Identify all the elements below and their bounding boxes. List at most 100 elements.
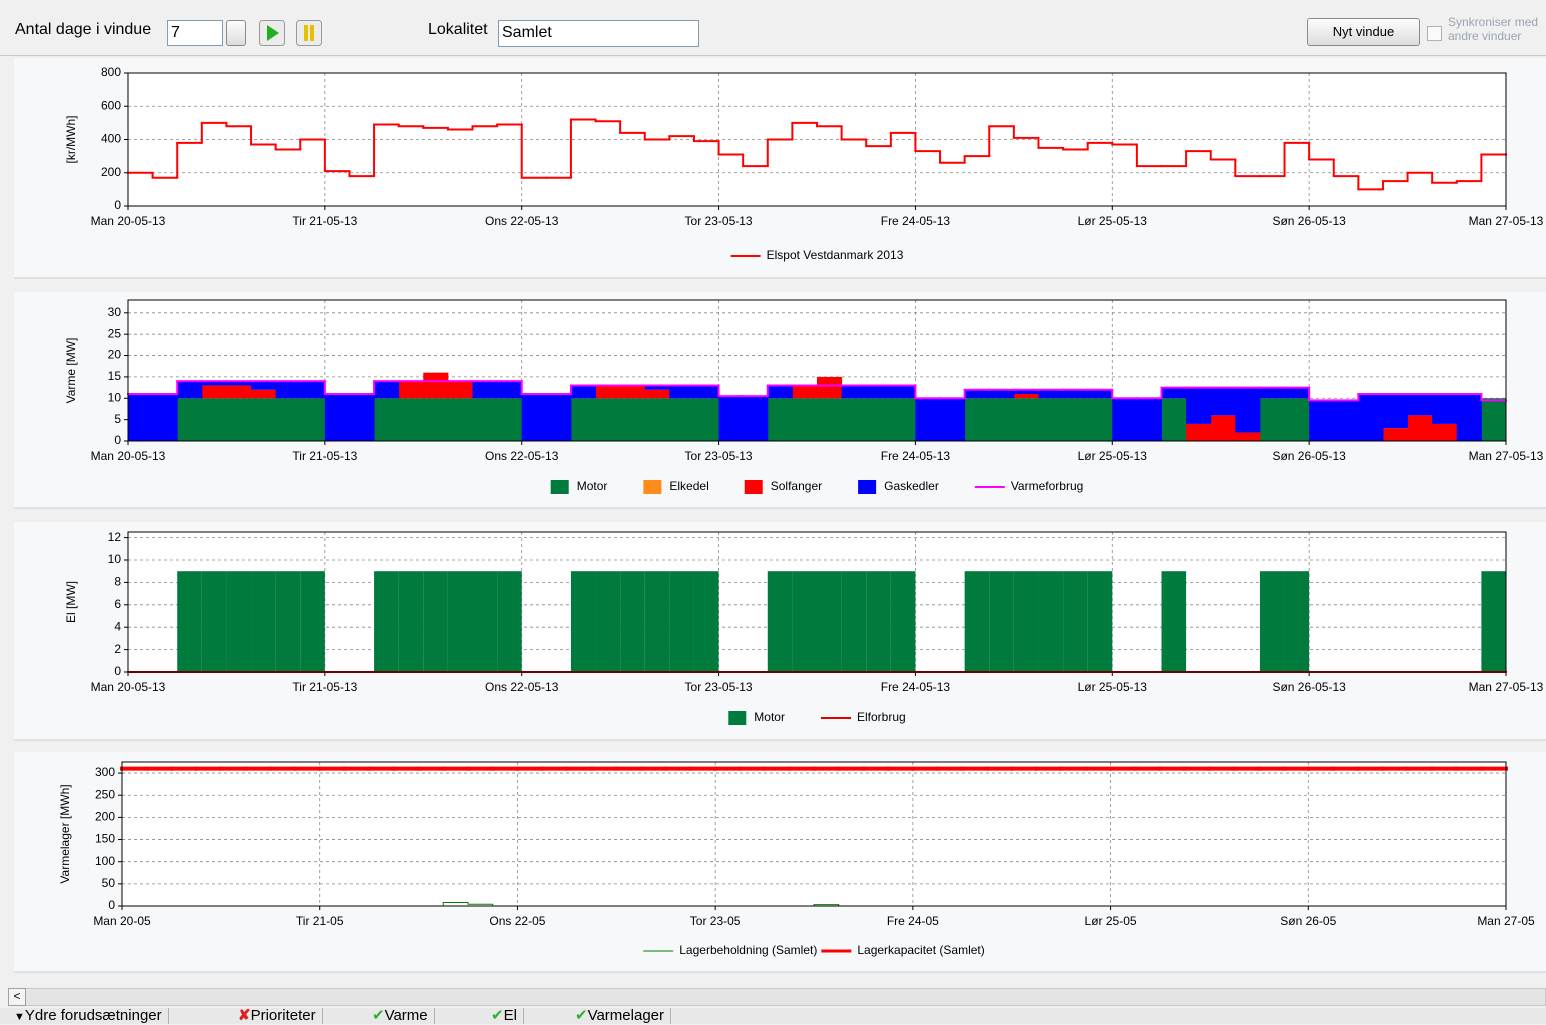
area-segment	[1210, 415, 1236, 441]
bar	[1087, 571, 1113, 672]
area-segment	[201, 385, 227, 399]
x-tick-label: Fre 24-05-13	[881, 680, 951, 694]
area-segment	[964, 389, 990, 399]
y-tick-label: 600	[101, 98, 121, 112]
bar	[226, 571, 252, 672]
tab-label: Varmelager	[587, 1007, 664, 1024]
legend: Motor Elforbrug	[728, 710, 906, 725]
area-segment	[669, 385, 695, 399]
area-segment	[915, 398, 941, 441]
area-segment	[866, 398, 892, 441]
area-segment	[1235, 387, 1261, 433]
x-tick-label: Man 27-05-13	[1469, 214, 1544, 228]
area-segment	[1235, 432, 1261, 441]
bar	[620, 571, 645, 672]
y-tick-label: 100	[95, 854, 115, 868]
scroll-left-button[interactable]: <	[8, 988, 26, 1006]
tab-label: Varme	[384, 1007, 428, 1024]
bar	[497, 571, 522, 672]
x-tick-label: Tor 23-05	[690, 914, 741, 928]
y-axis-label: [kr/MWh]	[64, 116, 78, 164]
area-segment	[817, 398, 843, 441]
bar	[890, 571, 916, 672]
bar	[644, 571, 670, 672]
bar	[251, 571, 276, 672]
bar	[300, 571, 325, 672]
area-segment	[1456, 394, 1482, 441]
chart-panel: 0 5 10 15 20 25 30 Man 20-05-13 Tir 21-05-13 Ons …	[14, 292, 1546, 509]
area-segment	[324, 394, 350, 441]
area-segment	[644, 389, 670, 399]
new-window-button[interactable]: Nyt vindue	[1307, 18, 1420, 46]
location-select[interactable]: Samlet	[498, 20, 699, 47]
area-segment	[1087, 389, 1113, 399]
legend-label: Elspot Vestdanmark 2013	[767, 248, 904, 262]
bar	[447, 571, 473, 672]
play-button[interactable]	[259, 20, 285, 46]
area-segment	[1038, 398, 1064, 441]
area-segment	[964, 398, 990, 441]
tab[interactable]: ✘Prioriteter	[232, 1008, 323, 1024]
area-segment	[1432, 394, 1458, 424]
x-tick-label: Søn 26-05	[1280, 914, 1336, 928]
area-segment	[1063, 398, 1089, 441]
area-segment	[226, 381, 252, 386]
y-tick-label: 800	[101, 65, 121, 79]
area-segment	[1284, 398, 1310, 441]
area-segment	[767, 385, 793, 399]
x-tick-label: Ons 22-05	[489, 914, 545, 928]
area-segment	[275, 381, 301, 399]
area-segment	[1481, 398, 1507, 441]
legend-swatch	[858, 480, 877, 494]
area-segment	[497, 381, 523, 399]
bar	[1481, 571, 1506, 672]
horizontal-scrollbar[interactable]	[8, 988, 1546, 1006]
x-tick-label: Tor 23-05-13	[685, 680, 753, 694]
legend-label: Motor	[577, 479, 608, 493]
days-input[interactable]: 7	[167, 20, 223, 46]
tab[interactable]: ✔Varmelager	[569, 1008, 671, 1024]
x-tick-label: Tir 21-05-13	[292, 214, 357, 228]
area-segment	[1136, 398, 1162, 441]
area-segment	[447, 381, 473, 399]
x-tick-label: Fre 24-05-13	[881, 214, 951, 228]
area-segment	[1013, 398, 1039, 441]
tab[interactable]: ▼Ydre forudsætninger	[8, 1008, 169, 1024]
y-tick-label: 400	[101, 132, 121, 146]
x-tick-label: Fre 24-05-13	[881, 449, 951, 463]
area-segment	[1382, 428, 1409, 441]
sync-checkbox[interactable]	[1427, 26, 1442, 41]
y-tick-label: 0	[114, 198, 121, 212]
bar	[177, 571, 202, 672]
plot-area	[122, 762, 1506, 906]
bar	[1284, 571, 1310, 672]
area-segment	[300, 398, 326, 441]
y-axis-label: Varme [MW]	[64, 338, 78, 404]
y-tick-label: 250	[95, 787, 115, 801]
area-segment	[423, 372, 449, 399]
chart-panel: 0 200 400 600 800 Man 20-05-13 Tir 21-05-13 Ons…	[14, 58, 1546, 279]
area-segment	[1333, 400, 1359, 441]
chart-panel: 0 50 100 150 200 250 300 Man 20-05 Tir 21-05 Ons …	[14, 752, 1546, 973]
area-segment	[693, 398, 720, 441]
area-segment	[128, 394, 154, 441]
area-segment	[1013, 389, 1039, 394]
bar	[767, 571, 793, 672]
bar	[570, 571, 596, 672]
spinner[interactable]	[226, 20, 246, 46]
area-segment	[1259, 398, 1286, 441]
x-tick-label: Søn 26-05-13	[1272, 449, 1346, 463]
y-tick-label: 4	[114, 619, 121, 633]
plot-border	[127, 531, 1507, 673]
tab[interactable]: ✔El	[485, 1008, 524, 1024]
chart-panel: 0 2 4 6 8 10 12 Man 20-05-13 Tir 21-05-13 Ons 22-…	[14, 522, 1546, 741]
area-segment	[620, 398, 646, 441]
bar	[275, 571, 301, 672]
x-tick-label: Tor 23-05-13	[685, 214, 753, 228]
pause-button[interactable]	[296, 20, 322, 46]
tab[interactable]: ✔Varme	[366, 1008, 435, 1024]
area-segment	[546, 394, 572, 441]
legend-label: Lagerbeholdning (Samlet)	[679, 943, 817, 957]
area-segment	[595, 385, 621, 399]
